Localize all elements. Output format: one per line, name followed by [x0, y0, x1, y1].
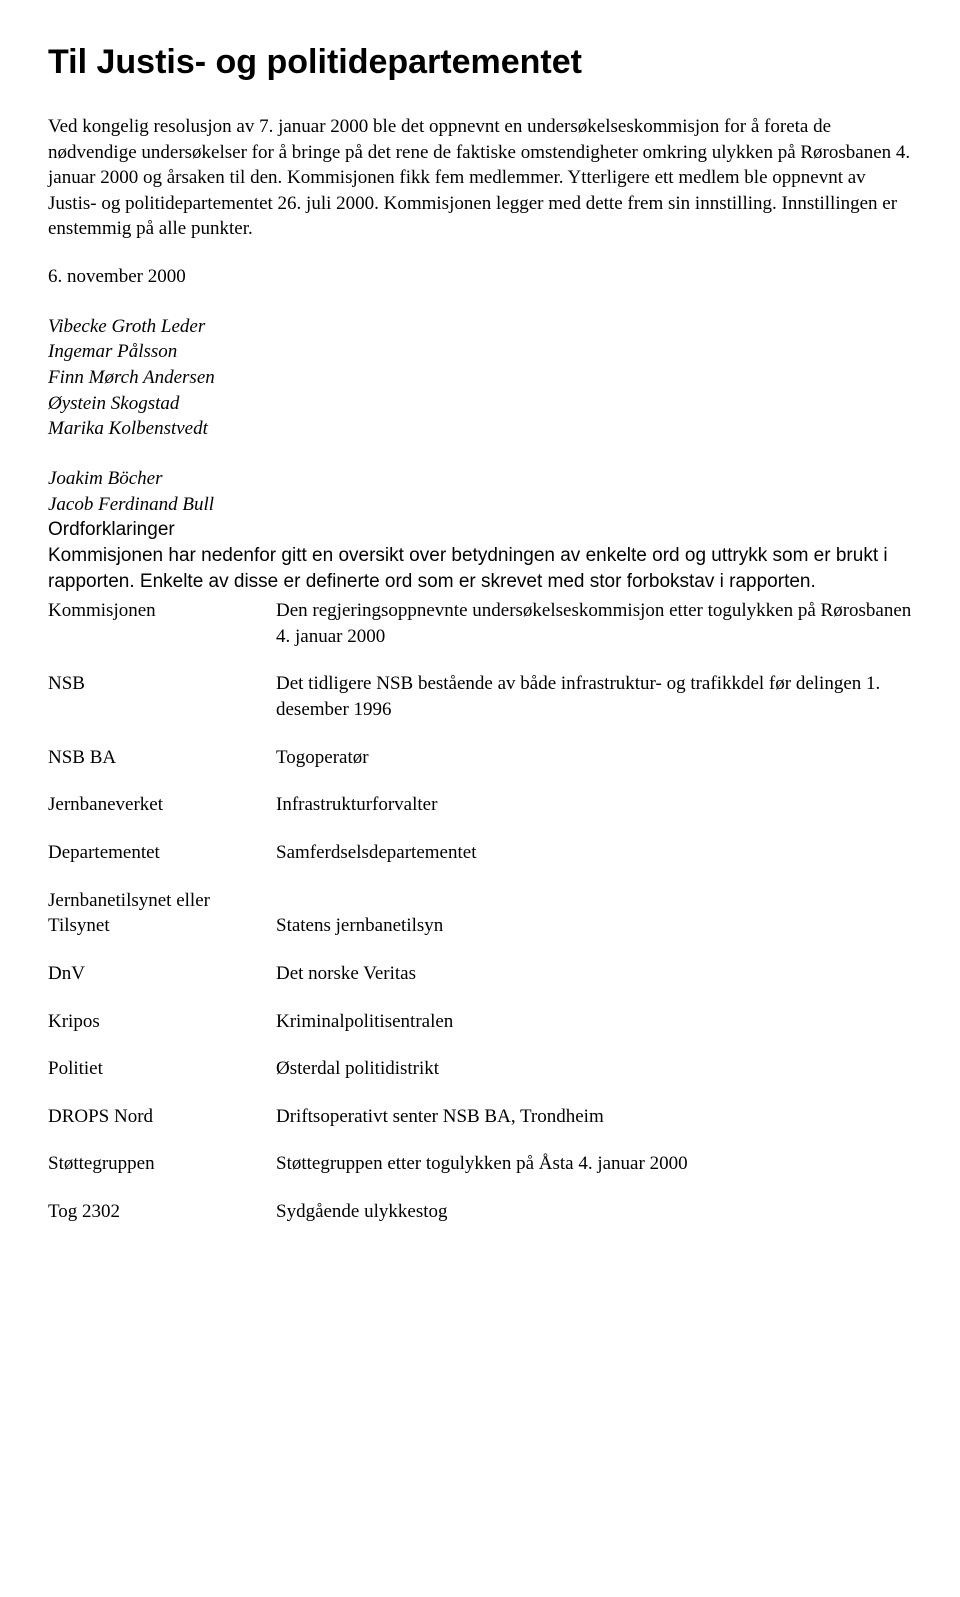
name-item: Marika Kolbenstvedt	[48, 416, 912, 442]
def-term: Departementet	[48, 840, 276, 888]
def-term: Støttegruppen	[48, 1151, 276, 1199]
date-line: 6. november 2000	[48, 264, 912, 290]
name-item: Joakim Böcher	[48, 466, 912, 492]
def-term: NSB BA	[48, 745, 276, 793]
ordforklaringer-intro: Kommisjonen har nedenfor gitt en oversik…	[48, 543, 912, 594]
def-value: Infrastrukturforvalter	[276, 792, 912, 840]
page-title: Til Justis- og politidepartementet	[48, 40, 912, 86]
def-term: Kommisjonen	[48, 598, 276, 671]
def-term: Kripos	[48, 1009, 276, 1057]
name-item: Øystein Skogstad	[48, 391, 912, 417]
intro-paragraph: Ved kongelig resolusjon av 7. januar 200…	[48, 114, 912, 242]
def-value: Det tidligere NSB bestående av både infr…	[276, 671, 912, 744]
name-item: Ingemar Pålsson	[48, 339, 912, 365]
def-value: Støttegruppen etter togulykken på Åsta 4…	[276, 1151, 912, 1199]
def-term: Politiet	[48, 1056, 276, 1104]
def-value: Samferdselsdepartementet	[276, 840, 912, 888]
def-value: Østerdal politidistrikt	[276, 1056, 912, 1104]
def-value: Togoperatør	[276, 745, 912, 793]
def-term: Tog 2302	[48, 1199, 276, 1247]
name-item: Jacob Ferdinand Bull	[48, 492, 912, 518]
def-term: Jernbanetilsynet eller Tilsynet	[48, 888, 276, 961]
ordforklaringer-heading: Ordforklaringer	[48, 517, 912, 543]
def-value: Statens jernbanetilsyn	[276, 888, 912, 961]
def-term: DROPS Nord	[48, 1104, 276, 1152]
names-block-1: Vibecke Groth Leder Ingemar Pålsson Finn…	[48, 314, 912, 442]
def-term: DnV	[48, 961, 276, 1009]
name-item: Vibecke Groth Leder	[48, 314, 912, 340]
names-block-2: Joakim Böcher Jacob Ferdinand Bull Ordfo…	[48, 466, 912, 594]
definitions-table: Kommisjonen Den regjeringsoppnevnte unde…	[48, 598, 912, 1247]
def-value: Kriminalpolitisentralen	[276, 1009, 912, 1057]
def-value: Det norske Veritas	[276, 961, 912, 1009]
def-term: NSB	[48, 671, 276, 744]
def-value: Sydgående ulykkestog	[276, 1199, 912, 1247]
def-value: Driftsoperativt senter NSB BA, Trondheim	[276, 1104, 912, 1152]
name-item: Finn Mørch Andersen	[48, 365, 912, 391]
def-value: Den regjeringsoppnevnte undersøkelseskom…	[276, 598, 912, 671]
def-term: Jernbaneverket	[48, 792, 276, 840]
